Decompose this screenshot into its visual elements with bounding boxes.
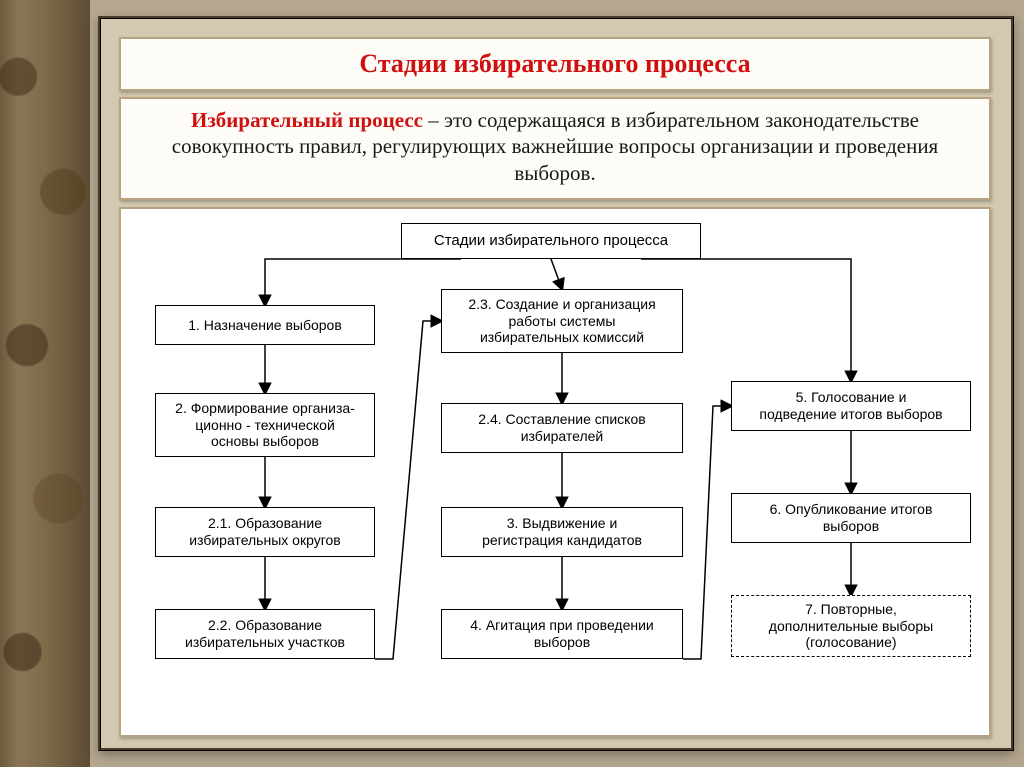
- definition-term: Избирательный процесс: [191, 108, 423, 132]
- flowchart-node-n6: 6. Опубликование итогов выборов: [731, 493, 971, 543]
- definition-panel: Избирательный процесс – это содержащаяся…: [119, 97, 991, 200]
- flowchart-node-n24: 2.4. Составление списков избирателей: [441, 403, 683, 453]
- decorative-sidebar: [0, 0, 90, 767]
- flowchart-node-n1: 1. Назначение выборов: [155, 305, 375, 345]
- flowchart-node-n22: 2.2. Образование избирательных участков: [155, 609, 375, 659]
- title-panel: Стадии избирательного процесса: [119, 37, 991, 91]
- flowchart-node-n2: 2. Формирование организа- ционно - техни…: [155, 393, 375, 457]
- flowchart-node-n7: 7. Повторные, дополнительные выборы (гол…: [731, 595, 971, 657]
- flowchart-node-n5: 5. Голосование и подведение итогов выбор…: [731, 381, 971, 431]
- slide: Стадии избирательного процесса Избирател…: [98, 16, 1014, 751]
- flowchart-node-n4: 4. Агитация при проведении выборов: [441, 609, 683, 659]
- flowchart-node-n3: 3. Выдвижение и регистрация кандидатов: [441, 507, 683, 557]
- flowchart-node-n23: 2.3. Создание и организация работы систе…: [441, 289, 683, 353]
- flowchart-node-root: Стадии избирательного процесса: [401, 223, 701, 259]
- flowchart-panel: Стадии избирательного процесса 1. Назначе…: [119, 207, 991, 737]
- slide-title: Стадии избирательного процесса: [129, 49, 981, 79]
- flowchart-node-n21: 2.1. Образование избирательных округов: [155, 507, 375, 557]
